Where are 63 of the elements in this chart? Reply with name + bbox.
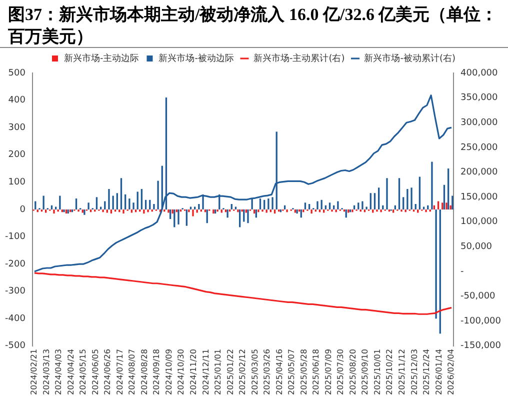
y-tick-label: 400 (8, 96, 26, 106)
y-tick-label: -500 (4, 341, 26, 352)
y2-tick-label: 350,000 (460, 93, 498, 104)
x-tick-label: 2024/10/30 (176, 348, 186, 395)
x-tick-label: 2025/11/12 (398, 348, 407, 395)
x-tick-label: 2025/04/16 (274, 348, 284, 395)
x-tick-label: 2025/12/03 (410, 348, 419, 395)
x-tick-label: 2025/05/28 (299, 348, 308, 395)
y-tick-label: 300 (8, 122, 26, 133)
y2-tick-label: 200,000 (460, 168, 498, 178)
y2-tick-label: -50,000 (460, 292, 496, 302)
x-tick-label: 2025/03/05 (250, 348, 260, 395)
y2-tick-label: 100,000 (460, 217, 498, 228)
x-tick-label: 2024/03/13 (42, 348, 51, 395)
x-tick-label: 2025/05/07 (287, 348, 296, 395)
x-tick-label: 2024/10/09 (164, 348, 174, 395)
x-tick-label: 2025/06/18 (312, 348, 321, 395)
x-tick-label: 2024/06/26 (103, 348, 112, 395)
x-tick-label: 2025/01/22 (226, 348, 235, 395)
legend-label: 新兴市场-被动边际 (158, 52, 234, 64)
y-tick-label: -400 (4, 314, 26, 324)
x-tick-label: 2025/10/22 (385, 348, 394, 395)
x-tick-label: 2025/10/01 (372, 348, 382, 395)
x-tick-label: 2025/08/20 (348, 348, 358, 395)
x-tick-label: 2025/01/01 (214, 348, 223, 395)
x-tick-label: 2026/01/14 (434, 348, 444, 395)
y-tick-label: -200 (4, 259, 26, 270)
chart-title: 图37：新兴市场本期主动/被动净流入 16.0 亿/32.6 亿美元（单位：百万美元） (0, 0, 508, 48)
x-tick-label: 2024/02/21 (30, 348, 39, 395)
x-tick-label: 2024/08/07 (128, 348, 137, 395)
x-tick-label: 2024/06/05 (90, 348, 100, 395)
y2-tick-label: 150,000 (460, 192, 498, 202)
x-tick-label: 2024/09/18 (152, 348, 162, 395)
y2-tick-label: 50,000 (460, 242, 492, 252)
x-tick-label: 2025/09/10 (360, 348, 370, 395)
x-tick-label: 2024/07/17 (115, 348, 124, 395)
x-tick-label: 2024/08/28 (140, 348, 149, 395)
x-tick-label: 2024/04/03 (54, 348, 64, 395)
y-tick-label: -100 (4, 232, 26, 242)
y2-tick-label: 300,000 (460, 118, 498, 128)
x-tick-label: 2025/07/30 (336, 348, 346, 395)
x-tick-label: 2025/02/12 (238, 348, 248, 395)
x-tick-label: 2025/07/09 (324, 348, 333, 395)
x-tick-label: 2024/12/11 (201, 348, 210, 395)
y2-tick-label: -100,000 (460, 316, 502, 326)
x-tick-label: 2024/11/20 (188, 348, 198, 395)
legend-label: 新兴市场-主动累计(右) (253, 52, 345, 64)
x-tick-label: 2025/03/26 (262, 348, 272, 395)
legend-label: 新兴市场-被动累计(右) (364, 52, 456, 64)
y2-tick-label: -150,000 (460, 341, 502, 352)
y-tick-label: 100 (8, 178, 26, 188)
y2-tick-label: - (460, 266, 464, 277)
y-tick-label: 0 (20, 204, 26, 215)
y-tick-label: 200 (8, 150, 26, 160)
x-tick-label: 2024/05/15 (78, 348, 88, 395)
legend-label: 新兴市场-主动边际 (64, 52, 140, 64)
x-tick-label: 2025/12/24 (422, 348, 432, 395)
x-tick-label: 2024/04/24 (66, 348, 76, 395)
x-tick-label: 2026/02/04 (446, 348, 456, 395)
y2-tick-label: 400,000 (460, 68, 498, 78)
y-tick-label: -300 (4, 286, 26, 297)
y-tick-label: 500 (8, 68, 26, 78)
y2-tick-label: 250,000 (460, 142, 498, 153)
